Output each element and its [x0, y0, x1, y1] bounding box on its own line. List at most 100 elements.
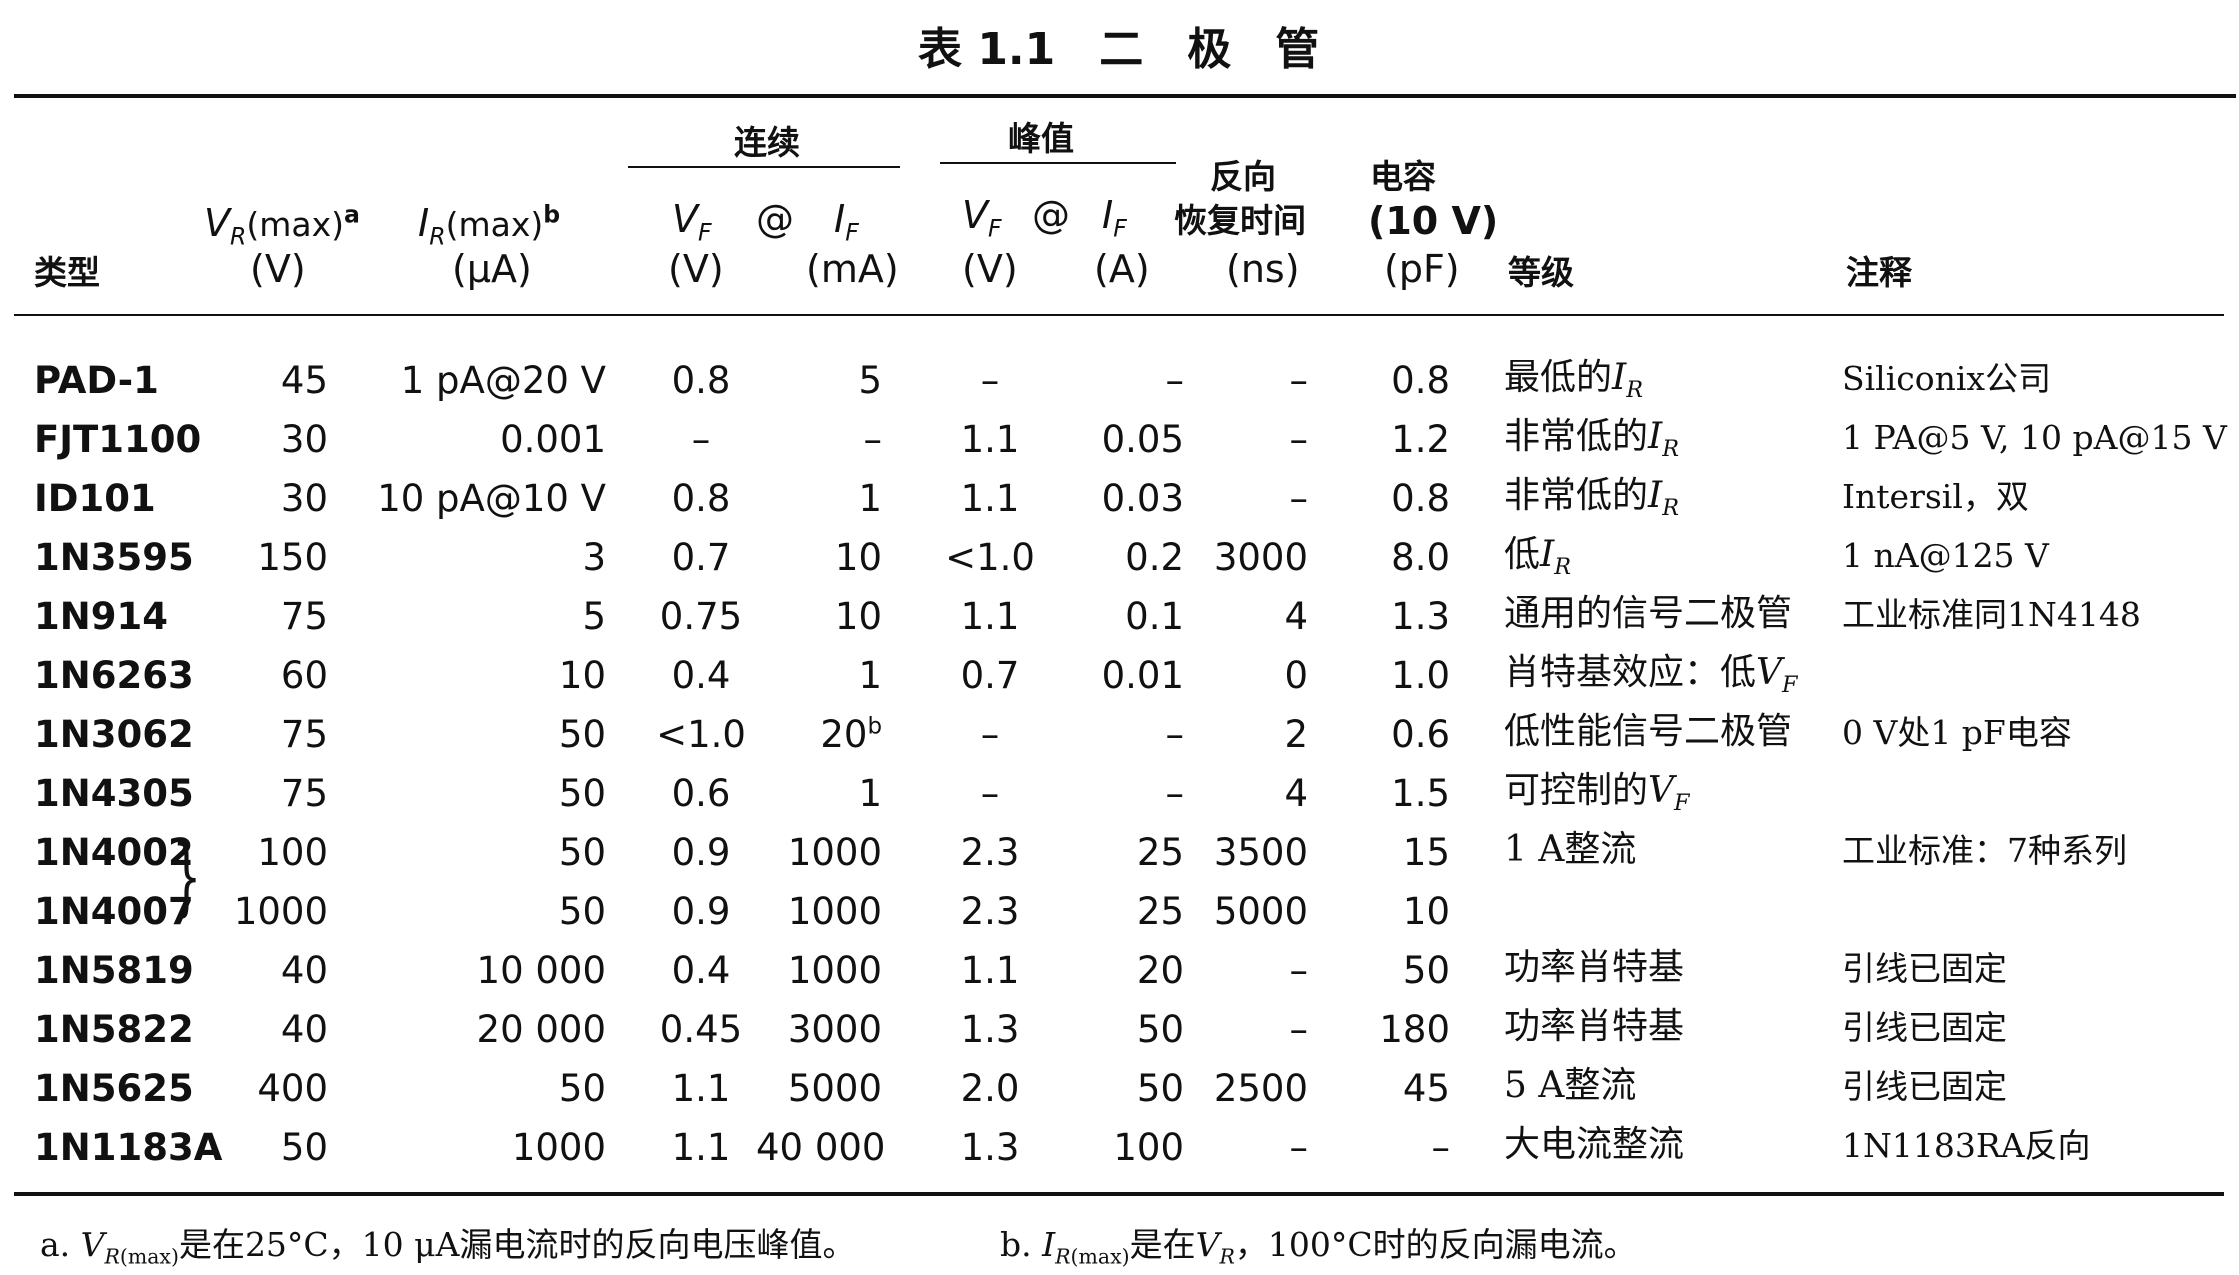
cell-pif: –	[1165, 772, 1185, 815]
cell-vf: 0.45	[659, 1008, 743, 1051]
cell-note: 工业标准：7种系列	[1842, 831, 2127, 870]
cell-pvf: 0.7	[960, 654, 1020, 697]
col-header-peak-vf-unit: (V)	[962, 247, 1018, 291]
col-header-if: IF	[834, 197, 859, 247]
cell-pvf: 1.3	[960, 1126, 1020, 1169]
col-header-type: 类型	[34, 253, 100, 292]
cell-vf: 0.7	[671, 536, 731, 579]
col-header-peak-if-unit: (A)	[1094, 247, 1150, 291]
cell-if: 5	[858, 359, 882, 402]
cell-cap: 15	[1402, 831, 1450, 874]
cell-trr: 0	[1284, 654, 1308, 697]
cell-pif: –	[1165, 713, 1185, 756]
cell-trr: –	[1289, 1008, 1309, 1051]
cell-grade: 功率肖特基	[1504, 947, 1685, 988]
col-header-notes: 注释	[1846, 253, 1912, 292]
cell-note: 1 nA@125 V	[1842, 536, 2049, 575]
cell-vr: 50	[280, 1126, 328, 1169]
cell-cap: 0.6	[1391, 713, 1450, 756]
continuous-group-rule	[628, 166, 900, 168]
cell-pvf: 2.0	[960, 1067, 1020, 1110]
cell-trr: 3000	[1213, 536, 1308, 579]
cell-pif: 0.2	[1125, 536, 1184, 579]
cell-type: FJT1100	[34, 418, 202, 461]
cell-cap: 45	[1402, 1067, 1450, 1110]
cell-trr: 4	[1284, 595, 1308, 638]
cell-trr: –	[1289, 359, 1309, 402]
cell-vr: 30	[280, 418, 328, 461]
cell-vf: 1.1	[671, 1067, 731, 1110]
col-header-peak-if: IF	[1102, 193, 1127, 243]
cell-if: 10	[834, 536, 882, 579]
cell-type: 1N914	[34, 595, 168, 638]
cell-if: 40 000	[756, 1126, 886, 1169]
cell-vr: 1000	[233, 890, 328, 933]
cell-pvf: <1.0	[945, 536, 1035, 579]
cell-if: 1000	[787, 890, 882, 933]
header-bottom-rule	[14, 314, 2224, 316]
cell-if: 1000	[787, 831, 882, 874]
cell-cap: 0.8	[1391, 477, 1450, 520]
cell-type: 1N4002	[34, 831, 194, 874]
cell-vf: 0.8	[671, 359, 731, 402]
cell-vf: 0.6	[671, 772, 731, 815]
col-header-peak-at: @	[1032, 193, 1070, 237]
cell-if: –	[863, 418, 883, 461]
cell-note: 引线已固定	[1842, 1008, 2007, 1047]
col-header-vf-unit: (V)	[668, 247, 724, 291]
cell-trr: 2	[1284, 713, 1308, 756]
cell-trr: 3500	[1213, 831, 1308, 874]
cell-pvf: 1.1	[960, 477, 1020, 520]
col-header-peak-vf: VF	[962, 193, 1002, 243]
footnote-b: b. IR(max)是在VR，100°C时的反向漏电流。	[1000, 1225, 1637, 1269]
cell-note: 0 V处1 pF电容	[1842, 713, 2072, 752]
cell-note: 引线已固定	[1842, 949, 2007, 988]
cell-type: 1N3062	[34, 713, 194, 756]
cell-vr: 40	[280, 949, 328, 992]
rows-grouping-brace: }	[172, 827, 202, 925]
cell-vf: 0.4	[671, 949, 731, 992]
cell-type: 1N3595	[34, 536, 194, 579]
cell-trr: –	[1289, 418, 1309, 461]
cell-cap: 10	[1402, 890, 1450, 933]
cell-if: 20b	[820, 713, 882, 756]
cell-pif: 25	[1136, 831, 1184, 874]
cell-ir: 50	[558, 1067, 606, 1110]
cell-ir: 3	[582, 536, 606, 579]
peak-group-rule	[940, 162, 1176, 164]
col-header-ir-unit: (μA)	[452, 247, 532, 291]
cell-ir: 20 000	[476, 1008, 606, 1051]
cell-type: 1N6263	[34, 654, 194, 697]
peak-group-header: 峰值	[1008, 119, 1074, 158]
cell-pif: 0.1	[1125, 595, 1184, 638]
cell-vf: 0.8	[671, 477, 731, 520]
cell-ir: 0.001	[500, 418, 606, 461]
col-header-if-unit: (mA)	[806, 247, 899, 291]
cell-cap: 1.5	[1391, 772, 1450, 815]
cell-vf: 0.4	[671, 654, 731, 697]
col-header-trr-line2: 恢复时间	[1174, 201, 1306, 240]
cell-cap: 0.8	[1391, 359, 1450, 402]
cell-grade: 低性能信号二极管	[1504, 711, 1793, 752]
cell-type: 1N5819	[34, 949, 194, 992]
cell-if: 1	[858, 654, 882, 697]
cell-pif: 0.03	[1101, 477, 1184, 520]
bottom-rule	[14, 1192, 2224, 1196]
top-rule	[14, 94, 2236, 98]
cell-pif: 25	[1136, 890, 1184, 933]
col-header-at: @	[756, 197, 794, 241]
cell-note: 工业标准同1N4148	[1842, 595, 2141, 634]
cell-cap: 50	[1402, 949, 1450, 992]
cell-if: 1	[858, 477, 882, 520]
cell-vf: 1.1	[671, 1126, 731, 1169]
cell-ir: 10 pA@10 V	[377, 477, 606, 520]
cell-ir: 10	[558, 654, 606, 697]
col-header-vr-unit: (V)	[250, 247, 306, 291]
cell-type: ID101	[34, 477, 156, 520]
cell-if: 5000	[787, 1067, 882, 1110]
cell-note: Siliconix公司	[1842, 359, 2052, 398]
cell-vr: 40	[280, 1008, 328, 1051]
cell-pif: –	[1165, 359, 1185, 402]
cell-pvf: 1.1	[960, 595, 1020, 638]
cell-pif: 20	[1136, 949, 1184, 992]
